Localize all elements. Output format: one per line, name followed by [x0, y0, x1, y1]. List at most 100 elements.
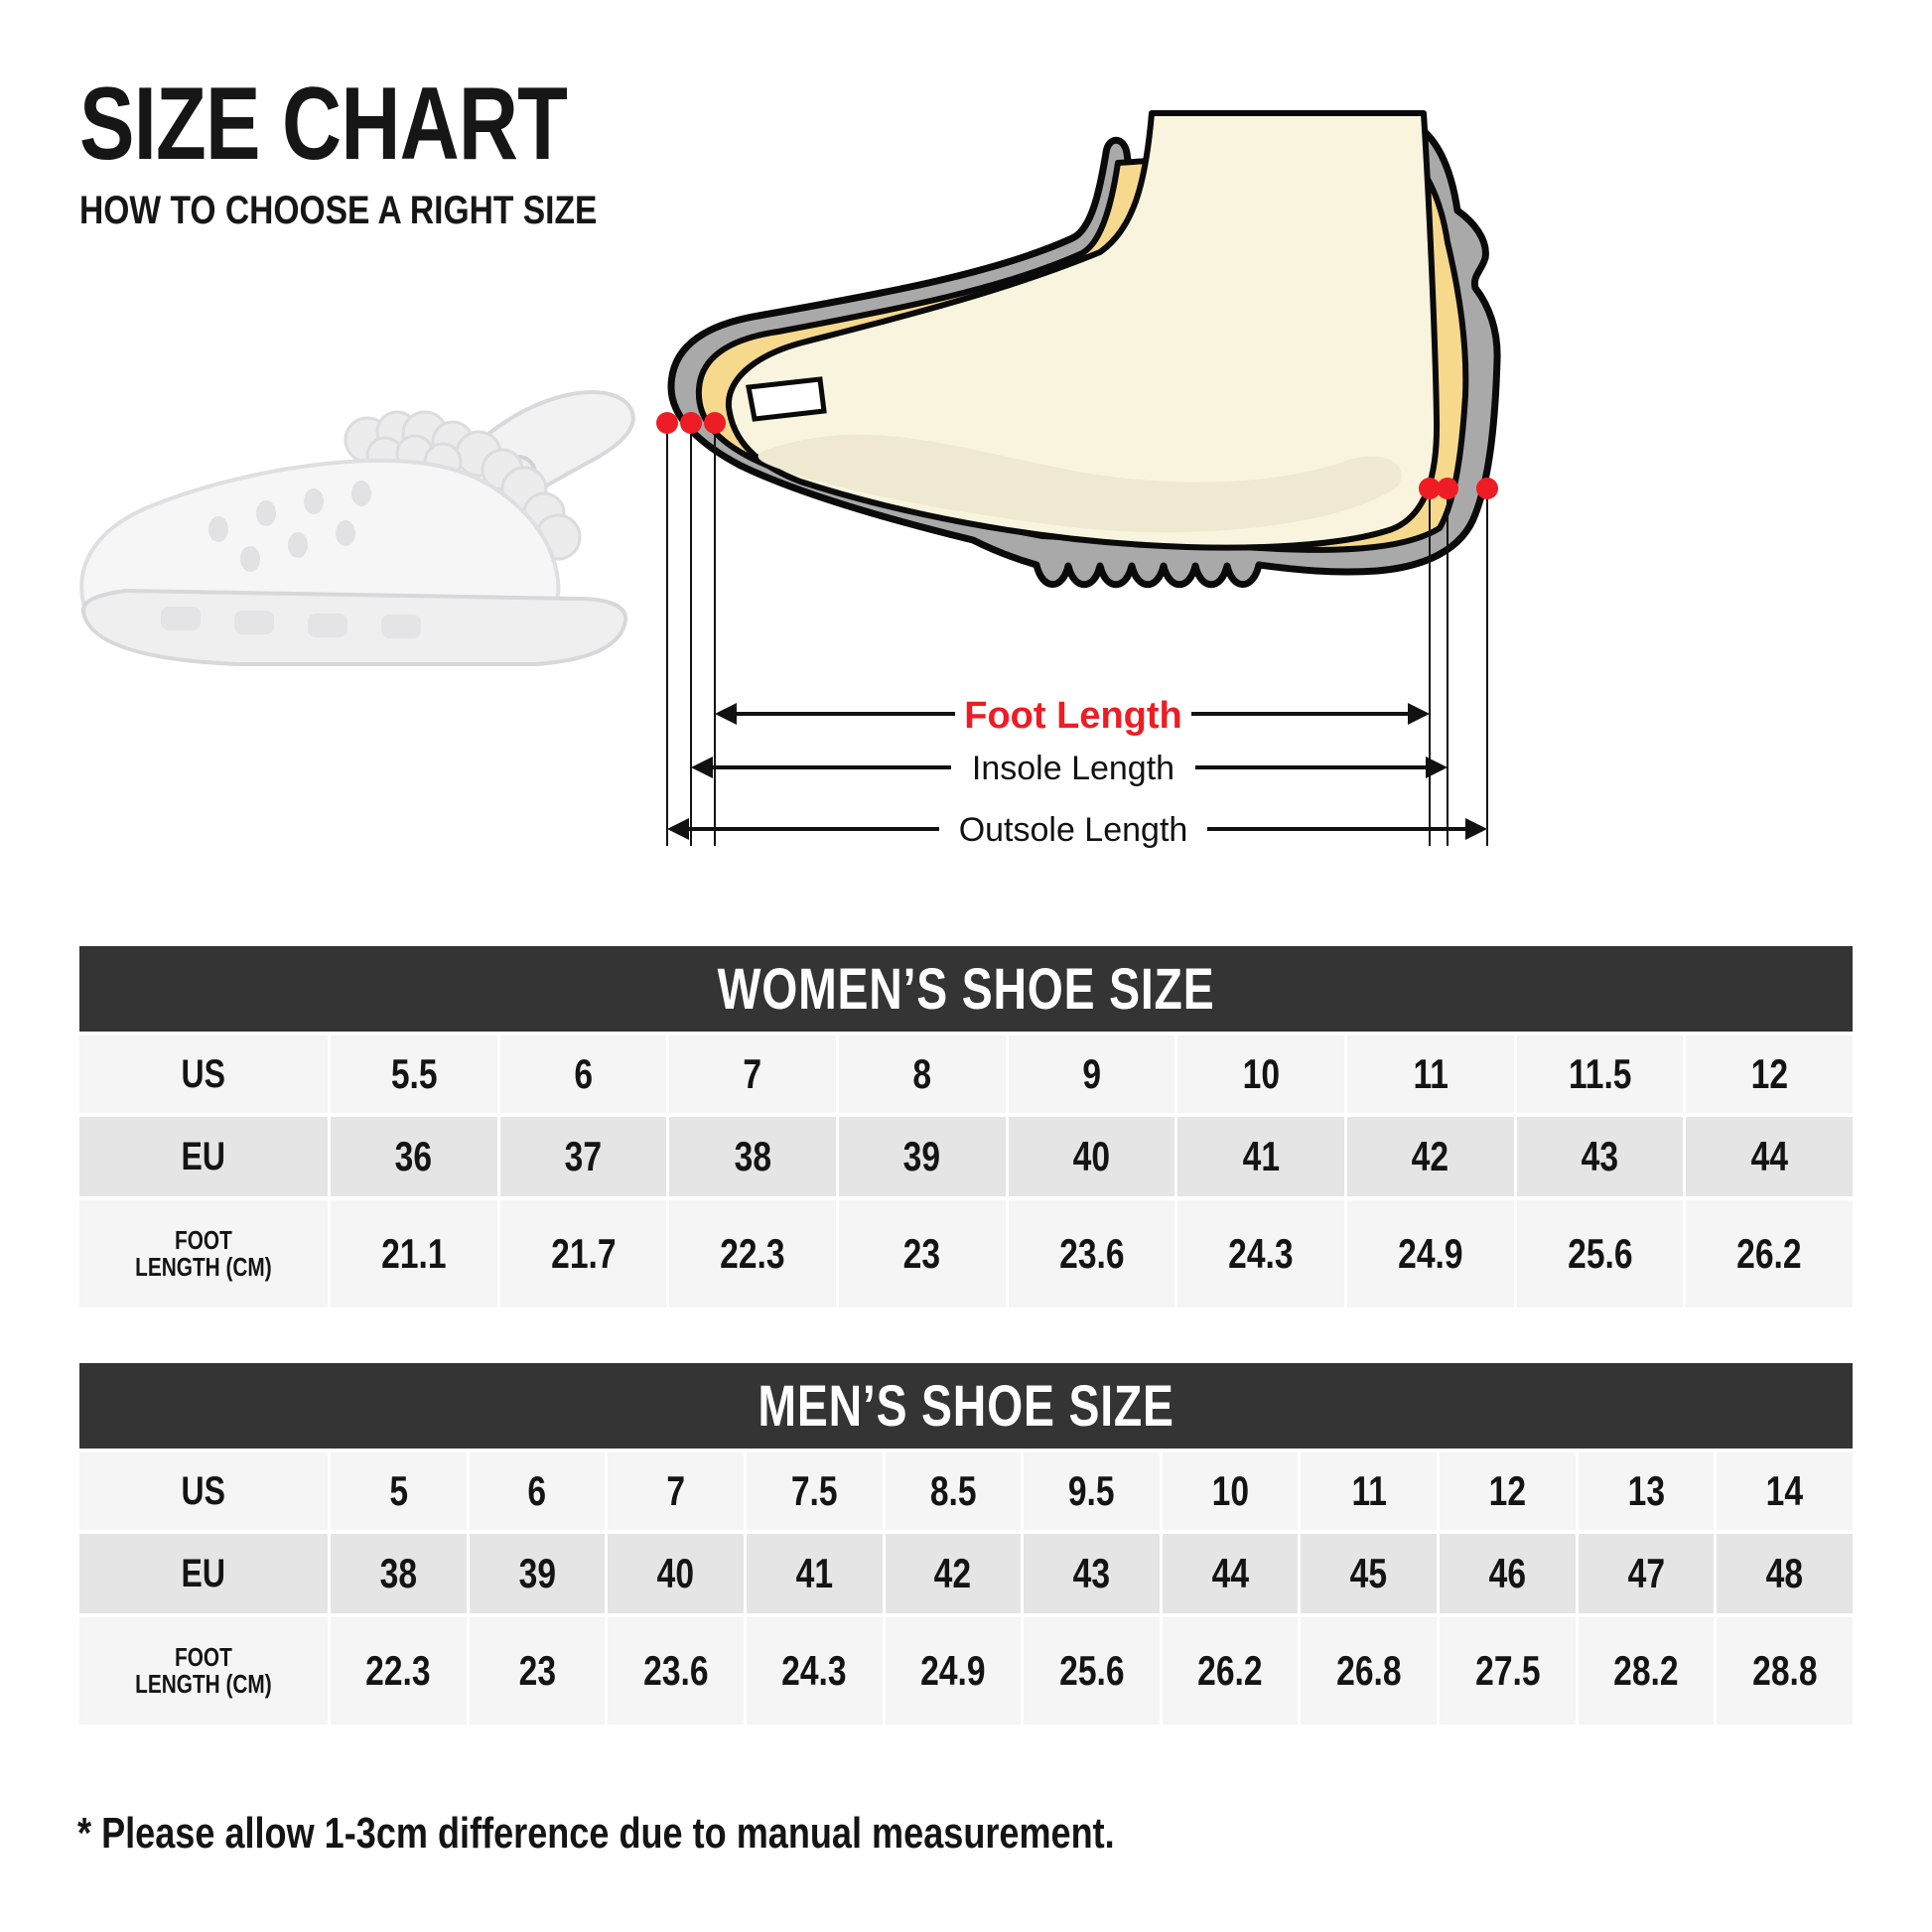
- size-cell: 23.6: [608, 1617, 744, 1725]
- clog-sole: [80, 588, 628, 666]
- size-cell: 43: [1024, 1534, 1160, 1613]
- toenail: [746, 376, 827, 422]
- size-cell: 11.5: [1516, 1035, 1684, 1113]
- size-value: 8.5: [929, 1466, 977, 1514]
- size-cell: 10: [1162, 1452, 1299, 1530]
- size-cell: 47: [1578, 1534, 1715, 1613]
- row-label: FOOT LENGTH (CM): [79, 1617, 328, 1725]
- size-value: 5.5: [390, 1049, 438, 1097]
- size-value: 10: [1211, 1466, 1249, 1514]
- size-cell: 27.5: [1440, 1617, 1576, 1725]
- size-cell: 23.6: [1008, 1200, 1175, 1308]
- size-cell: 46: [1440, 1534, 1576, 1613]
- size-value: 40: [656, 1549, 695, 1596]
- table-row: US 5 6 7 7.5 8.5 9.5 10 11 12 13 14: [79, 1452, 1853, 1530]
- label-backplates: [939, 688, 1207, 853]
- table-title: WOMEN’S SHOE SIZE: [717, 956, 1215, 1022]
- size-value: 21.1: [381, 1229, 447, 1277]
- size-cell: 42: [885, 1534, 1022, 1613]
- size-value: 7.5: [790, 1466, 838, 1514]
- size-value: 48: [1765, 1549, 1804, 1596]
- size-value: 22.3: [720, 1229, 785, 1277]
- measurement-illustration: Foot Length Insole Length Outsole Length: [656, 110, 1501, 853]
- size-cell: 14: [1717, 1452, 1853, 1530]
- size-cell: 38: [331, 1534, 467, 1613]
- size-cell: 6: [469, 1452, 606, 1530]
- size-value: 42: [1412, 1132, 1449, 1179]
- size-value: 45: [1350, 1549, 1388, 1596]
- outsole-length-label: Outsole Length: [959, 811, 1188, 849]
- size-cell: 39: [839, 1117, 1006, 1196]
- size-cell: 44: [1686, 1117, 1853, 1196]
- size-value: 6: [527, 1466, 547, 1514]
- size-cell: 11: [1301, 1452, 1438, 1530]
- size-cell: 23: [839, 1200, 1006, 1308]
- table-title: MEN’S SHOE SIZE: [758, 1373, 1174, 1439]
- size-cell: 9: [1008, 1035, 1175, 1113]
- size-value: 38: [379, 1549, 417, 1596]
- row-label-text: FOOT LENGTH (CM): [135, 1641, 272, 1699]
- row-label-text: EU: [181, 1552, 226, 1595]
- size-cell: 26.2: [1686, 1200, 1853, 1308]
- row-label-text: EU: [181, 1135, 226, 1178]
- size-cell: 8.5: [885, 1452, 1022, 1530]
- size-value: 43: [1581, 1132, 1619, 1179]
- size-cell: 7.5: [746, 1452, 883, 1530]
- foot-length-label: Foot Length: [964, 695, 1181, 737]
- size-value: 44: [1750, 1132, 1788, 1179]
- size-value: 38: [734, 1132, 771, 1179]
- size-value: 10: [1242, 1049, 1280, 1097]
- size-cell: 28.8: [1717, 1617, 1853, 1725]
- row-label-text: US: [181, 1052, 226, 1096]
- table-row: EU 36 37 38 39 40 41 42 43 44: [79, 1117, 1853, 1196]
- size-value: 5: [388, 1466, 408, 1514]
- size-value: 26.2: [1197, 1646, 1263, 1694]
- size-value: 26.8: [1336, 1646, 1402, 1694]
- size-value: 39: [518, 1549, 556, 1596]
- size-cell: 26.2: [1162, 1617, 1299, 1725]
- size-cell: 42: [1347, 1117, 1514, 1196]
- page-subtitle: HOW TO CHOOSE A RIGHT SIZE: [79, 189, 598, 233]
- size-value: 23.6: [642, 1646, 709, 1694]
- row-label: EU: [79, 1117, 328, 1196]
- size-value: 40: [1072, 1132, 1111, 1179]
- size-cell: 7: [669, 1035, 836, 1113]
- size-value: 41: [1242, 1132, 1280, 1179]
- size-value: 37: [564, 1132, 603, 1179]
- size-cell: 24.3: [746, 1617, 883, 1725]
- size-cell: 21.7: [499, 1200, 667, 1308]
- womens-size-table: WOMEN’S SHOE SIZE US 5.5 6 7 8 9 10 11 11.5 12 EU 3…: [79, 946, 1853, 1308]
- size-value: 23: [903, 1229, 941, 1277]
- row-label: US: [79, 1452, 328, 1530]
- size-cell: 22.3: [331, 1617, 467, 1725]
- arrowheads: [667, 703, 1487, 840]
- size-cell: 5.5: [331, 1035, 497, 1113]
- size-value: 21.7: [550, 1229, 617, 1277]
- size-value: 6: [574, 1049, 593, 1097]
- size-value: 11: [1351, 1466, 1387, 1514]
- table-row: FOOT LENGTH (CM) 22.3 23 23.6 24.3 24.9 25.6 26…: [79, 1617, 1853, 1725]
- size-cell: 48: [1717, 1534, 1853, 1613]
- size-cell: 41: [1177, 1117, 1344, 1196]
- size-cell: 7: [608, 1452, 744, 1530]
- size-value: 12: [1488, 1466, 1527, 1514]
- size-value: 11.5: [1568, 1049, 1632, 1097]
- table-row: US 5.5 6 7 8 9 10 11 11.5 12: [79, 1035, 1853, 1113]
- size-value: 22.3: [365, 1646, 432, 1694]
- size-cell: 28.2: [1578, 1617, 1715, 1725]
- row-label-text: FOOT LENGTH (CM): [135, 1224, 272, 1282]
- foot-measurement-diagram: Foot Length Insole Length Outsole Length: [645, 91, 1906, 876]
- size-cell: 13: [1578, 1452, 1715, 1530]
- size-value: 42: [934, 1549, 972, 1596]
- size-cell: 40: [1008, 1117, 1175, 1196]
- size-cell: 9.5: [1024, 1452, 1160, 1530]
- size-value: 13: [1627, 1466, 1665, 1514]
- size-value: 47: [1627, 1549, 1665, 1596]
- size-cell: 39: [469, 1534, 606, 1613]
- size-cell: 11: [1347, 1035, 1514, 1113]
- size-cell: 40: [608, 1534, 744, 1613]
- guide-lines: [666, 423, 1488, 846]
- size-cell: 38: [669, 1117, 836, 1196]
- size-cell: 6: [499, 1035, 667, 1113]
